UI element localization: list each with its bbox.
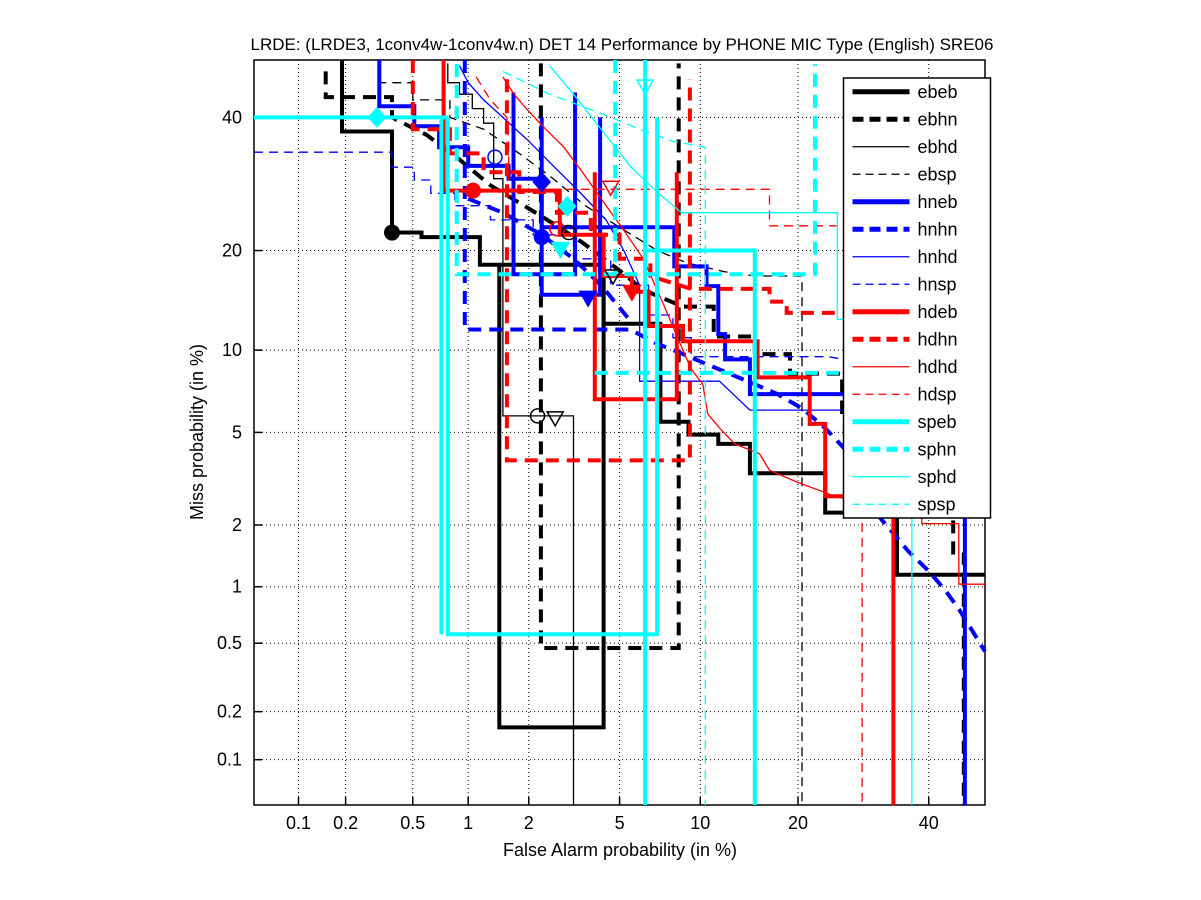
- legend-item-hneb: hneb: [918, 192, 958, 212]
- series-hneb: [539, 117, 603, 297]
- marker-circle: [549, 221, 565, 237]
- legend-item-ebsp: ebsp: [918, 164, 957, 184]
- legend-item-hdhd: hdhd: [918, 357, 958, 377]
- x-tick-label: 0.2: [333, 813, 358, 833]
- x-tick-label: 5: [615, 813, 625, 833]
- marker-triangle-down: [578, 290, 598, 308]
- y-tick-label: 0.5: [217, 633, 242, 653]
- x-tick-label: 0.1: [286, 813, 311, 833]
- legend-item-hnsp: hnsp: [918, 274, 957, 294]
- x-tick-label: 20: [788, 813, 808, 833]
- marker-triangle-down: [622, 284, 642, 302]
- x-tick-label: 2: [524, 813, 534, 833]
- legend: ebeb ebhn ebhd ebsp hneb hnhn hnhd hnsp hdeb hdhn…: [842, 77, 992, 519]
- series-hdeb: [592, 172, 679, 402]
- y-tick-label: 20: [222, 241, 242, 261]
- x-tick-label: 40: [919, 813, 939, 833]
- legend-item-hdhn: hdhn: [918, 329, 958, 349]
- x-tick-label: 1: [463, 813, 473, 833]
- marker-triangle-down: [550, 241, 571, 259]
- marker-triangle-down: [601, 180, 620, 197]
- series-sphn: [454, 64, 817, 277]
- marker-layer: [367, 79, 655, 428]
- legend-item-ebhd: ebhd: [918, 137, 958, 157]
- x-tick-label: 10: [690, 813, 710, 833]
- series-speb: [645, 248, 757, 805]
- marker-diamond: [532, 171, 552, 193]
- chart-title: LRDE: (LRDE3, 1conv4w-1conv4w.n) DET 14 …: [251, 35, 994, 54]
- series-spsp: [502, 70, 706, 805]
- legend-box: [842, 77, 992, 519]
- series-hdeb: [441, 60, 896, 805]
- x-axis-label: False Alarm probability (in %): [503, 840, 737, 860]
- marker-triangle-down: [635, 79, 655, 96]
- y-axis-label: Miss probability (in %): [187, 344, 207, 520]
- marker-triangle-down: [603, 269, 623, 286]
- x-tick-label: 0.5: [400, 813, 425, 833]
- marker-triangle-down: [545, 411, 565, 428]
- y-tick-label: 5: [232, 422, 242, 442]
- legend-item-ebhn: ebhn: [918, 109, 958, 129]
- marker-circle: [383, 224, 400, 241]
- legend-item-hdsp: hdsp: [918, 384, 957, 404]
- y-tick-label: 0.1: [217, 750, 242, 770]
- marker-diamond: [557, 195, 577, 217]
- y-tick-label: 2: [232, 515, 242, 535]
- legend-item-ebeb: ebeb: [918, 82, 958, 102]
- legend-item-spsp: spsp: [918, 494, 956, 514]
- legend-item-hnhd: hnhd: [918, 247, 958, 267]
- legend-item-hnhn: hnhn: [918, 219, 958, 239]
- marker-circle: [487, 149, 503, 165]
- series-hdsp: [475, 76, 863, 805]
- series-hnhn: [467, 196, 632, 322]
- y-tick-label: 1: [232, 577, 242, 597]
- marker-circle: [465, 182, 482, 199]
- legend-item-hdeb: hdeb: [918, 302, 958, 322]
- marker-circle: [561, 224, 577, 241]
- y-tick-label: 40: [222, 107, 242, 127]
- series-ebeb: [497, 264, 606, 730]
- marker-diamond: [367, 106, 387, 128]
- marker-circle: [533, 229, 550, 246]
- series-speb: [445, 117, 660, 637]
- legend-item-sphd: sphd: [918, 467, 957, 487]
- y-tick-label: 10: [222, 340, 242, 360]
- legend-item-speb: speb: [918, 412, 957, 432]
- legend-item-sphn: sphn: [918, 439, 957, 459]
- series-ebhd: [447, 63, 575, 805]
- y-tick-label: 0.2: [217, 702, 242, 722]
- marker-circle: [529, 408, 546, 424]
- series-hdhn: [504, 79, 692, 463]
